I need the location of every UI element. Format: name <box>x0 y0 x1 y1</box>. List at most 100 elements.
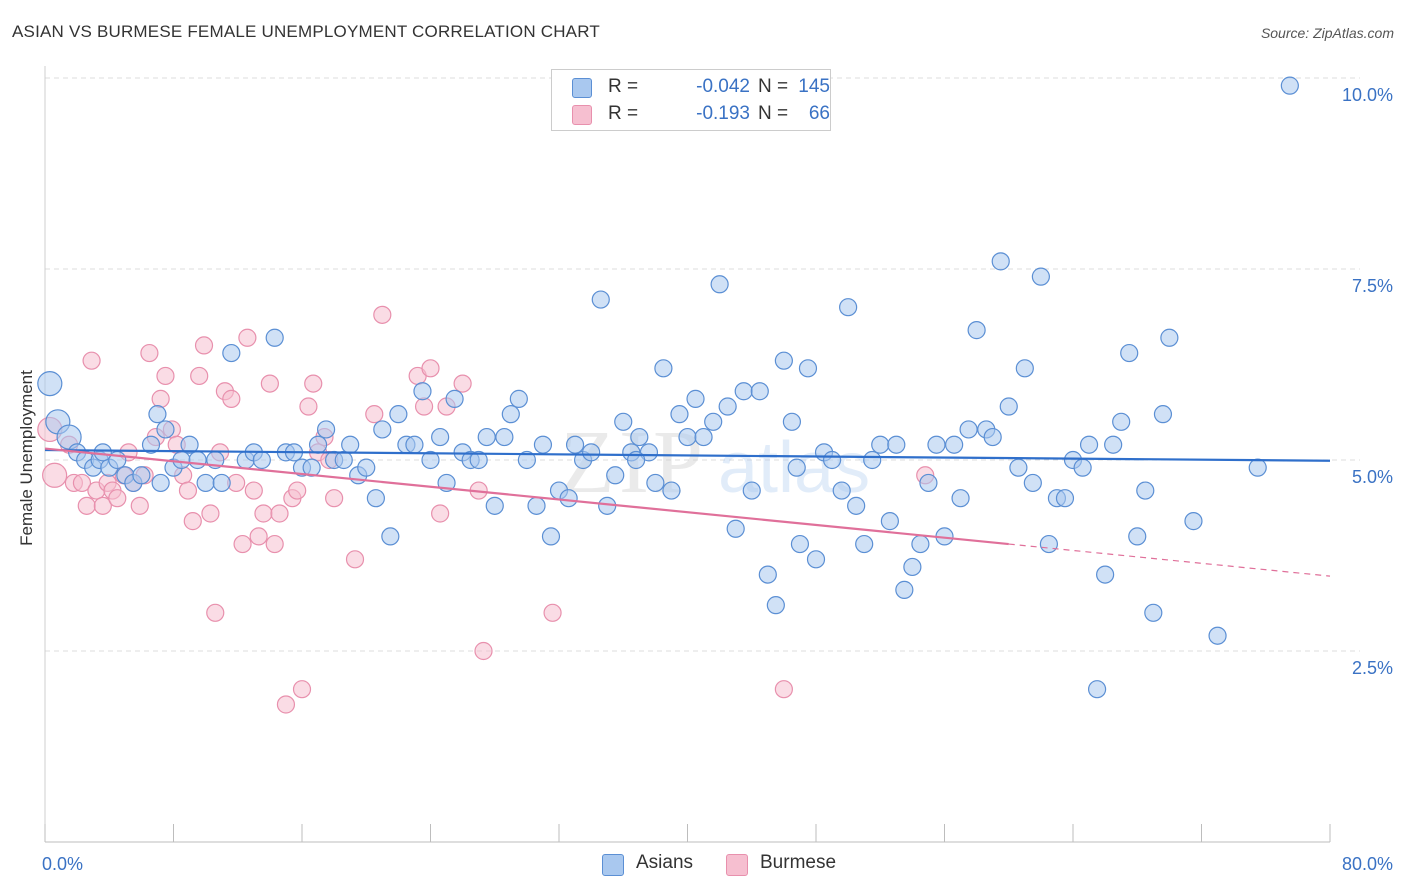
asian-point <box>863 450 882 470</box>
burmese-point <box>453 374 472 393</box>
burmese-point <box>365 405 384 424</box>
asian-point <box>945 435 964 454</box>
burmese-point <box>270 504 289 523</box>
asian-point <box>726 519 745 538</box>
asian-point <box>357 458 376 477</box>
asian-point <box>927 435 946 454</box>
asian-point <box>822 450 842 470</box>
asian-point <box>1079 435 1099 454</box>
asian-point <box>1184 512 1203 531</box>
asian-point <box>222 343 241 363</box>
burmese-point <box>72 473 92 493</box>
tick-labels: 2.5% 5.0% 7.5% 10.0% 0.0% 80.0% <box>42 85 1393 874</box>
asian-point <box>734 382 753 401</box>
asian-point <box>1009 458 1028 477</box>
burmese-point <box>77 496 96 515</box>
burmese-trendline <box>44 447 1009 546</box>
asian-point <box>847 496 866 515</box>
asian-point <box>565 435 585 454</box>
asian-point <box>421 450 440 470</box>
asian-point <box>1055 489 1075 508</box>
burmese-point <box>206 603 225 622</box>
stats-legend: R = -0.042 N = 145 R = -0.193 N = 66 <box>551 69 831 131</box>
asian-point <box>1096 565 1115 584</box>
asian-point <box>1144 603 1163 622</box>
asian-point <box>790 534 810 554</box>
asian-point <box>93 443 112 462</box>
burmese-point <box>244 481 263 500</box>
asian-point <box>806 550 826 569</box>
asian-point <box>469 450 488 470</box>
burmese-point <box>421 359 440 378</box>
asian-point <box>148 405 167 424</box>
asian-point <box>774 351 793 370</box>
asian-point <box>559 489 578 508</box>
asian-point <box>718 397 737 416</box>
burmese-point <box>304 374 323 393</box>
asian-point <box>373 420 392 439</box>
asian-point <box>678 427 697 447</box>
asian-point <box>951 489 970 508</box>
asian-point <box>172 450 191 470</box>
source-label: Source: ZipAtlas.com <box>1260 25 1394 41</box>
asian-point <box>1039 534 1059 554</box>
asian-point <box>527 496 546 515</box>
asian-point <box>509 389 528 408</box>
y-tick-label: 10.0% <box>1342 85 1393 105</box>
burmese-point <box>140 343 159 363</box>
asians-legend-label: Asians <box>636 852 694 873</box>
burmese-point <box>130 496 149 515</box>
burmese-point <box>276 695 296 714</box>
burmese-point <box>151 389 170 408</box>
asian-point <box>991 252 1010 271</box>
asian-point <box>1208 626 1227 645</box>
burmese-point <box>222 389 241 408</box>
burmese-point <box>288 481 307 500</box>
asian-point <box>742 481 761 500</box>
burmese-point <box>190 366 209 386</box>
legend-n-value: 145 <box>798 76 830 97</box>
asian-point <box>316 420 336 439</box>
asian-point <box>787 458 806 477</box>
asian-point <box>196 473 215 493</box>
asian-point <box>485 496 504 515</box>
asian-point <box>871 435 890 454</box>
asian-point <box>782 412 802 431</box>
asian-point <box>1120 343 1139 363</box>
asian-point <box>156 420 175 439</box>
asian-point <box>212 473 231 493</box>
asian-point <box>911 534 930 554</box>
asian-point <box>766 596 785 615</box>
asians-trendline <box>44 448 1331 462</box>
asian-point <box>477 427 496 447</box>
asian-point <box>517 450 536 470</box>
asian-point <box>1280 76 1299 95</box>
asian-point <box>662 481 681 500</box>
legend-n-label: N = <box>758 103 789 124</box>
asian-point <box>895 580 914 599</box>
asian-point <box>1153 405 1173 424</box>
burmese-point <box>260 374 279 393</box>
asian-point <box>308 435 328 454</box>
legend-r-label: R = <box>608 103 639 124</box>
asian-point <box>606 466 625 485</box>
asian-point <box>180 435 199 454</box>
asian-point <box>959 420 978 439</box>
asians-legend-swatch <box>602 854 624 876</box>
burmese-point <box>42 462 68 488</box>
burmese-point <box>414 397 434 416</box>
asian-point <box>1136 481 1155 500</box>
asian-point <box>381 527 400 546</box>
asian-point <box>832 481 851 500</box>
y-tick-label: 5.0% <box>1352 467 1393 487</box>
burmese-point <box>238 328 257 347</box>
burmese-point <box>82 351 101 370</box>
asians-swatch <box>572 78 592 98</box>
asian-point <box>630 427 649 447</box>
burmese-point <box>178 481 198 500</box>
asian-point <box>686 389 705 408</box>
asian-point <box>758 565 777 584</box>
burmese-point <box>431 504 450 523</box>
asian-point <box>37 371 63 397</box>
asian-point <box>132 466 151 485</box>
